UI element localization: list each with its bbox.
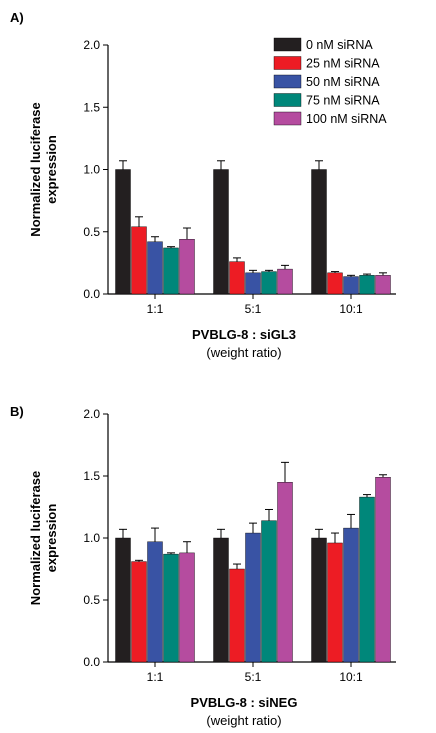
legend-swatch xyxy=(273,37,302,52)
x-tick-label: 10:1 xyxy=(339,670,363,684)
y-axis-label-line2: expression xyxy=(44,504,59,573)
x-axis-label: PVBLG-8 : siGL3 xyxy=(192,327,296,342)
bar xyxy=(245,532,261,663)
x-axis-label: PVBLG-8 : siNEG xyxy=(191,695,298,710)
y-axis-label-line1: Normalized luciferase xyxy=(28,471,43,605)
bar xyxy=(229,568,245,663)
panel-label: A) xyxy=(10,10,24,25)
x-axis-sublabel: (weight ratio) xyxy=(206,713,281,728)
bar xyxy=(163,553,179,663)
bar xyxy=(327,542,343,663)
bar xyxy=(115,537,131,663)
y-tick-label: 1.0 xyxy=(83,531,100,545)
bar xyxy=(131,226,147,295)
bar xyxy=(343,276,359,295)
y-tick-label: 1.5 xyxy=(83,469,100,483)
bar xyxy=(261,520,277,663)
bar xyxy=(311,537,327,663)
y-axis-label-line1: Normalized luciferase xyxy=(28,102,43,236)
bar xyxy=(229,261,245,295)
bar xyxy=(261,271,277,295)
bar xyxy=(375,275,391,295)
legend-label: 25 nM siRNA xyxy=(306,57,380,71)
bar xyxy=(213,537,229,663)
bar xyxy=(163,247,179,295)
y-tick-label: 2.0 xyxy=(83,407,100,421)
bar xyxy=(277,268,293,295)
bar xyxy=(359,275,375,295)
y-tick-label: 2.0 xyxy=(83,38,100,52)
chart-panel-b: B) 0.0 0.5 1.0 1.5 2.0 Normalized luciferase ex… xyxy=(10,404,396,728)
legend-label: 75 nM siRNA xyxy=(306,94,380,108)
bar xyxy=(359,496,375,663)
bar xyxy=(245,272,261,295)
legend-swatch xyxy=(273,93,302,107)
bar xyxy=(375,477,391,663)
legend-label: 100 nM siRNA xyxy=(306,112,387,126)
x-tick-label: 10:1 xyxy=(339,302,363,316)
bar xyxy=(277,482,293,663)
y-tick-label: 1.0 xyxy=(83,163,100,177)
y-tick-label: 0.0 xyxy=(83,287,100,301)
bar xyxy=(131,561,147,663)
bar xyxy=(147,541,163,663)
panel-label: B) xyxy=(10,404,24,419)
y-tick-label: 0.5 xyxy=(83,225,100,239)
x-tick-label: 1:1 xyxy=(147,302,164,316)
bar xyxy=(179,552,195,663)
bar xyxy=(327,272,343,295)
legend-swatch xyxy=(273,74,302,89)
x-tick-label: 5:1 xyxy=(245,302,262,316)
y-axis-label-line2: expression xyxy=(44,135,59,204)
x-axis-sublabel: (weight ratio) xyxy=(206,345,281,360)
bar xyxy=(147,241,163,295)
chart-panel-a: A) 0.0 0.5 1.0 1.5 2.0 Normalized luciferase ex… xyxy=(10,10,396,360)
bar xyxy=(343,527,359,663)
legend-label: 0 nM siRNA xyxy=(306,38,373,52)
legend-swatch xyxy=(273,111,302,126)
legend-label: 50 nM siRNA xyxy=(306,75,380,89)
bar xyxy=(213,169,229,295)
x-tick-label: 5:1 xyxy=(245,670,262,684)
bar xyxy=(115,169,131,295)
bar xyxy=(311,169,327,295)
bar xyxy=(179,239,195,295)
y-tick-label: 1.5 xyxy=(83,100,100,114)
y-tick-label: 0.5 xyxy=(83,593,100,607)
legend: 0 nM siRNA 25 nM siRNA 50 nM siRNA 75 nM si… xyxy=(273,37,387,126)
legend-swatch xyxy=(273,56,302,70)
y-tick-label: 0.0 xyxy=(83,655,100,669)
x-tick-label: 1:1 xyxy=(147,670,164,684)
